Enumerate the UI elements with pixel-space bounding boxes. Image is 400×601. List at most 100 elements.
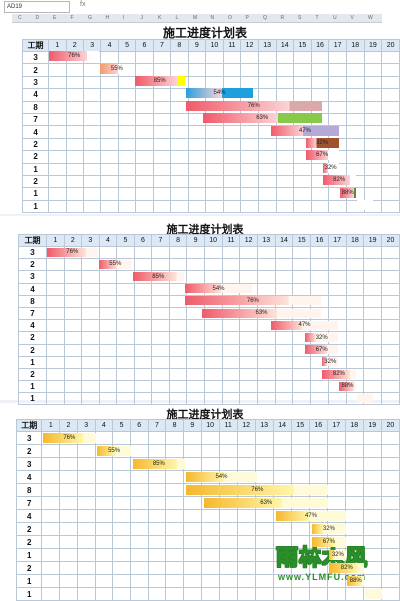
- grid-cell[interactable]: [41, 548, 61, 562]
- grid-cell[interactable]: [327, 294, 347, 308]
- grid-cell[interactable]: [135, 88, 154, 102]
- grid-cell[interactable]: [133, 355, 153, 369]
- grid-cell[interactable]: [346, 63, 365, 77]
- grid-cell[interactable]: [186, 380, 205, 394]
- grid-cell[interactable]: [274, 270, 294, 284]
- grid-cell[interactable]: [41, 561, 61, 575]
- grid-cell[interactable]: [129, 535, 149, 549]
- grid-cell[interactable]: [170, 125, 189, 139]
- column-letter[interactable]: G: [88, 15, 92, 21]
- grid-cell[interactable]: [381, 150, 400, 164]
- grid-cell[interactable]: [135, 137, 154, 152]
- grid-cell[interactable]: [363, 367, 382, 382]
- grid-cell[interactable]: [152, 199, 172, 214]
- grid-cell[interactable]: [129, 470, 149, 484]
- grid-cell[interactable]: [272, 444, 292, 458]
- grid-cell[interactable]: [381, 187, 400, 201]
- grid-cell[interactable]: [310, 270, 329, 284]
- period-cell[interactable]: 2: [15, 561, 43, 575]
- grid-cell[interactable]: [165, 522, 184, 536]
- grid-cell[interactable]: [98, 282, 118, 296]
- grid-cell[interactable]: [236, 587, 256, 601]
- grid-cell[interactable]: [186, 355, 205, 369]
- grid-cell[interactable]: [65, 112, 84, 127]
- grid-cell[interactable]: [151, 294, 170, 308]
- grid-cell[interactable]: [222, 137, 242, 152]
- period-cell[interactable]: 8: [21, 100, 50, 114]
- grid-cell[interactable]: [203, 331, 223, 345]
- grid-cell[interactable]: [200, 509, 220, 523]
- grid-cell[interactable]: [168, 367, 188, 382]
- grid-cell[interactable]: [147, 444, 167, 458]
- grid-cell[interactable]: [41, 522, 61, 536]
- grid-cell[interactable]: [326, 483, 346, 497]
- grid-cell[interactable]: [76, 509, 96, 523]
- period-cell[interactable]: 1: [17, 380, 48, 394]
- grid-cell[interactable]: [147, 548, 167, 562]
- column-letter[interactable]: W: [368, 15, 373, 21]
- grid-cell[interactable]: [147, 470, 167, 484]
- grid-cell[interactable]: [165, 470, 184, 484]
- grid-cell[interactable]: [292, 355, 312, 369]
- grid-cell[interactable]: [256, 245, 276, 260]
- grid-cell[interactable]: [363, 137, 383, 152]
- grid-cell[interactable]: [129, 561, 149, 575]
- grid-cell[interactable]: [187, 137, 207, 152]
- grid-cell[interactable]: [292, 282, 312, 296]
- grid-cell[interactable]: [326, 496, 346, 510]
- grid-cell[interactable]: [165, 496, 184, 510]
- grid-cell[interactable]: [380, 343, 400, 357]
- grid-cell[interactable]: [187, 199, 207, 214]
- grid-cell[interactable]: [257, 50, 277, 65]
- grid-cell[interactable]: [82, 63, 102, 77]
- grid-cell[interactable]: [381, 162, 400, 176]
- grid-cell[interactable]: [257, 63, 277, 77]
- grid-cell[interactable]: [218, 535, 238, 549]
- grid-cell[interactable]: [272, 470, 292, 484]
- grid-cell[interactable]: [274, 282, 294, 296]
- grid-cell[interactable]: [81, 355, 100, 369]
- grid-cell[interactable]: [256, 367, 276, 382]
- grid-cell[interactable]: [133, 367, 153, 382]
- grid-cell[interactable]: [272, 457, 292, 471]
- grid-cell[interactable]: [63, 343, 83, 357]
- grid-cell[interactable]: [308, 444, 328, 458]
- grid-cell[interactable]: [236, 574, 256, 588]
- grid-cell[interactable]: [380, 392, 400, 406]
- grid-cell[interactable]: [362, 509, 382, 523]
- grid-cell[interactable]: [100, 125, 119, 139]
- grid-cell[interactable]: [187, 125, 207, 139]
- grid-cell[interactable]: [257, 150, 277, 164]
- grid-cell[interactable]: [186, 367, 205, 382]
- period-cell[interactable]: 2: [15, 444, 43, 458]
- grid-cell[interactable]: [256, 355, 276, 369]
- period-cell[interactable]: 1: [21, 187, 50, 201]
- grid-cell[interactable]: [327, 282, 347, 296]
- grid-cell[interactable]: [182, 444, 202, 458]
- grid-cell[interactable]: [308, 470, 328, 484]
- grid-cell[interactable]: [221, 258, 241, 272]
- grid-cell[interactable]: [186, 270, 205, 284]
- grid-cell[interactable]: [170, 150, 189, 164]
- grid-cell[interactable]: [254, 444, 274, 458]
- grid-cell[interactable]: [46, 258, 65, 272]
- grid-cell[interactable]: [117, 100, 137, 114]
- grid-cell[interactable]: [328, 63, 347, 77]
- grid-cell[interactable]: [63, 392, 83, 406]
- grid-cell[interactable]: [240, 75, 259, 90]
- grid-cell[interactable]: [65, 162, 84, 176]
- grid-cell[interactable]: [310, 50, 330, 65]
- grid-cell[interactable]: [275, 75, 295, 90]
- grid-cell[interactable]: [346, 88, 365, 102]
- grid-cell[interactable]: [41, 509, 61, 523]
- grid-cell[interactable]: [82, 187, 102, 201]
- grid-cell[interactable]: [221, 367, 241, 382]
- grid-cell[interactable]: [170, 112, 189, 127]
- grid-cell[interactable]: [292, 270, 312, 284]
- grid-cell[interactable]: [98, 270, 118, 284]
- grid-cell[interactable]: [380, 380, 400, 394]
- grid-cell[interactable]: [151, 367, 170, 382]
- period-cell[interactable]: 3: [15, 457, 43, 471]
- grid-cell[interactable]: [221, 331, 241, 345]
- grid-cell[interactable]: [256, 331, 276, 345]
